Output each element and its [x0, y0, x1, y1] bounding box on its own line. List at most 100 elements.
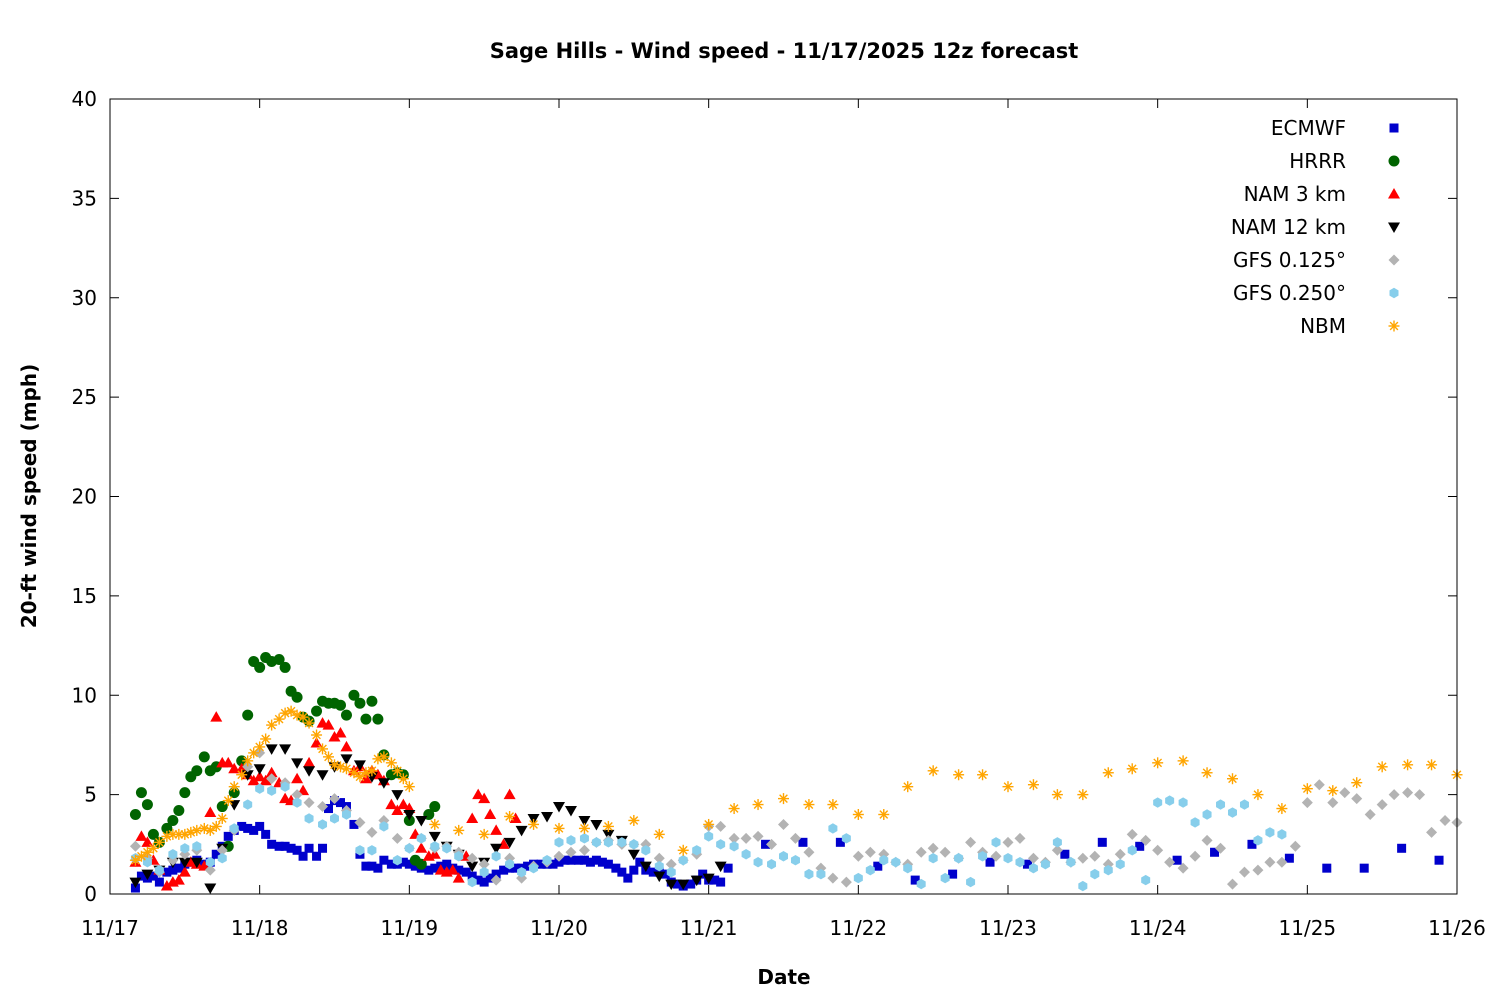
data-point-hrrr	[366, 695, 378, 707]
data-point-ecmwf	[162, 867, 172, 877]
data-point-gfs-0-125	[1414, 789, 1426, 801]
data-point-ecmwf	[710, 875, 720, 885]
data-point-ecmwf	[585, 857, 595, 867]
data-point-ecmwf	[304, 843, 314, 853]
data-point-ecmwf	[237, 821, 247, 831]
data-point-gfs-0-250	[267, 785, 277, 796]
data-point-ecmwf	[168, 865, 178, 875]
data-point-gfs-0-125	[329, 793, 340, 805]
data-point-gfs-0-250	[416, 833, 426, 844]
data-point-gfs-0-250	[1052, 837, 1062, 848]
data-point-nam-3-km	[253, 770, 266, 782]
data-point-nbm	[129, 854, 141, 866]
data-point-gfs-0-125	[1351, 793, 1363, 805]
data-point-gfs-0-250	[566, 835, 576, 846]
data-point-ecmwf	[324, 804, 334, 814]
data-point-nbm	[210, 820, 222, 832]
data-point-nbm	[1077, 789, 1089, 801]
data-point-ecmwf	[716, 877, 726, 887]
data-point-nbm	[317, 743, 329, 755]
data-point-nbm	[378, 751, 390, 763]
data-point-ecmwf	[312, 851, 322, 861]
legend-marker-gfs-0-125	[1388, 254, 1400, 266]
x-tick-label: 11/26	[1428, 916, 1486, 940]
legend-marker-nam-3-km	[1388, 188, 1400, 199]
data-point-nbm	[553, 822, 565, 834]
data-point-hrrr	[279, 661, 291, 673]
data-point-nam-3-km	[328, 730, 341, 742]
data-point-nbm	[803, 799, 815, 811]
data-point-nbm	[297, 711, 309, 723]
data-point-gfs-0-250	[467, 876, 477, 888]
data-point-gfs-0-125	[1388, 789, 1400, 801]
data-point-hrrr	[179, 787, 191, 799]
data-point-gfs-0-125	[553, 850, 565, 862]
data-point-nbm	[204, 824, 216, 836]
data-point-ecmwf	[985, 857, 995, 867]
data-point-gfs-0-125	[204, 864, 216, 876]
data-point-ecmwf	[1359, 863, 1369, 873]
data-point-nam-3-km	[160, 880, 173, 891]
data-point-gfs-0-250	[205, 857, 215, 868]
data-point-nam-12-km	[590, 819, 603, 831]
data-point-nam-3-km	[397, 798, 410, 810]
legend-marker-nam-12-km	[1388, 222, 1400, 233]
data-point-nbm	[902, 781, 914, 793]
legend-marker-hrrr	[1388, 155, 1400, 167]
data-point-nbm	[653, 828, 665, 840]
data-point-gfs-0-250	[404, 843, 414, 854]
x-tick-label: 11/23	[979, 916, 1037, 940]
data-point-gfs-0-125	[391, 832, 403, 844]
data-point-nam-12-km	[564, 806, 577, 817]
data-point-nbm	[323, 751, 335, 763]
data-point-ecmwf	[349, 819, 359, 829]
data-point-nam-3-km	[385, 798, 398, 810]
data-point-gfs-0-125	[1227, 878, 1238, 890]
data-point-nbm	[236, 769, 248, 781]
data-point-ecmwf	[255, 821, 265, 831]
data-point-gfs-0-250	[491, 851, 501, 862]
data-point-gfs-0-250	[454, 851, 464, 862]
y-tick-label: 10	[72, 683, 97, 707]
y-tick-label: 35	[72, 186, 97, 210]
data-point-ecmwf	[410, 861, 420, 871]
data-point-nbm	[1002, 781, 1014, 793]
data-point-nam-3-km	[265, 766, 278, 778]
data-point-gfs-0-125	[665, 858, 677, 870]
data-point-nbm	[1126, 763, 1138, 775]
data-point-gfs-0-250	[1202, 809, 1212, 820]
data-point-hrrr	[167, 814, 179, 826]
data-point-gfs-0-125	[827, 872, 839, 884]
data-point-gfs-0-250	[692, 845, 702, 856]
data-point-ecmwf	[335, 798, 345, 808]
data-point-hrrr	[334, 699, 346, 711]
data-point-gfs-0-125	[1002, 836, 1014, 848]
data-point-gfs-0-125	[1402, 787, 1414, 799]
data-point-gfs-0-250	[180, 843, 190, 854]
data-point-ecmwf	[286, 843, 296, 853]
data-point-ecmwf	[318, 843, 328, 853]
data-point-nam-3-km	[222, 756, 235, 768]
data-point-nam-3-km	[247, 774, 260, 786]
data-point-gfs-0-250	[966, 876, 976, 888]
data-point-gfs-0-250	[529, 862, 539, 874]
data-point-gfs-0-250	[341, 809, 351, 820]
data-point-gfs-0-250	[790, 855, 800, 866]
data-point-gfs-0-250	[1078, 880, 1088, 892]
data-point-gfs-0-125	[1152, 844, 1164, 856]
data-point-gfs-0-250	[255, 783, 265, 794]
data-point-nbm	[504, 810, 516, 822]
data-point-gfs-0-125	[129, 840, 141, 852]
data-point-gfs-0-250	[666, 866, 676, 878]
data-point-nam-3-km	[415, 842, 428, 853]
data-point-nbm	[348, 767, 360, 779]
x-tick-label: 11/17	[81, 916, 139, 940]
data-point-nbm	[1027, 779, 1039, 791]
data-point-ecmwf	[1322, 863, 1332, 873]
data-point-gfs-0-250	[1040, 858, 1050, 870]
y-axis: 0 5 10 15 20 25 30 35 40	[72, 87, 1457, 906]
data-point-nam-12-km	[129, 877, 142, 889]
data-point-ecmwf	[560, 855, 570, 865]
data-point-gfs-0-250	[903, 862, 913, 874]
data-point-hrrr	[291, 691, 303, 703]
